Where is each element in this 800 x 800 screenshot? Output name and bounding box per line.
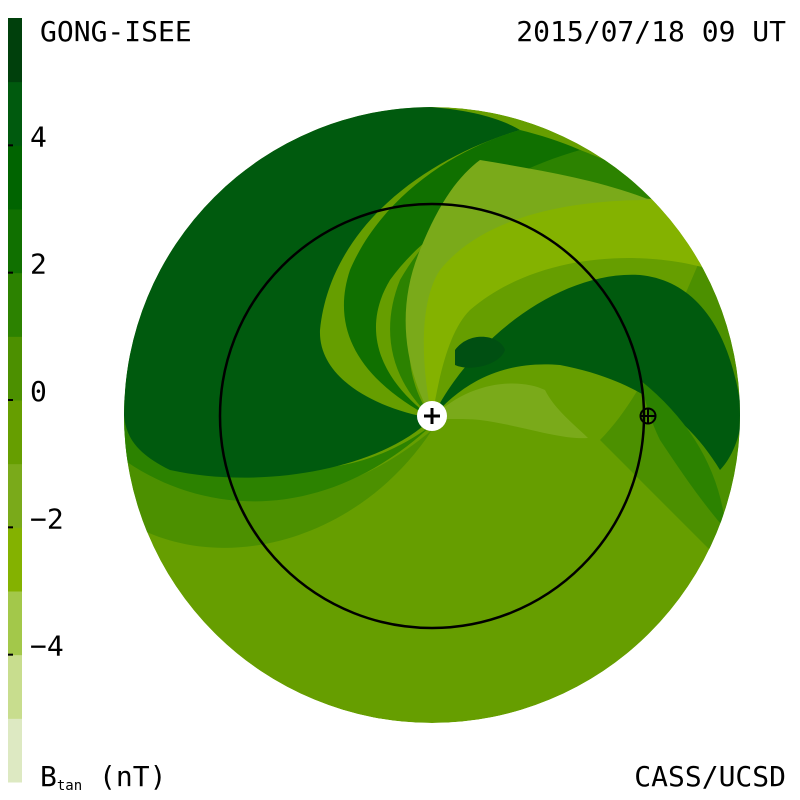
colorbar-tick-label: 2 [30,248,47,281]
colorbar-segment [8,400,22,465]
colorbar-ticks: 4 2 0 −2 −4 [8,120,64,663]
field-band-light-2 [405,160,650,418]
colorbar-tick-label: 0 [30,375,47,408]
field-band-light [419,198,712,418]
field-band-lower-left [124,420,432,548]
colorbar-segment [8,591,22,656]
field-band-mid [343,130,630,418]
colorbar-tick-label: −2 [30,502,64,535]
colorbar-segment [8,145,22,210]
colorbar-segment [8,18,22,83]
colorbar-units-label: Btan (nT) [40,760,167,794]
colorbar-segment [8,81,22,146]
colorbar [8,18,22,783]
sun-marker [417,401,447,431]
field-core [455,336,505,368]
colorbar-segment [8,463,22,528]
source-label: GONG-ISEE [40,15,192,48]
field-tongue [432,383,588,439]
field-band-right-edge [640,380,726,530]
colorbar-tick-label: 4 [30,120,47,153]
colorbar-segment [8,718,22,783]
field-band-dark-right [432,274,740,470]
field-band-lower-left-2 [124,400,432,502]
timestamp-label: 2015/07/18 09 UT [516,15,786,48]
colorbar-segment [8,527,22,592]
credit-label: CASS/UCSD [634,760,786,793]
colorbar-tick-label: −4 [30,630,64,663]
colorbar-segment [8,272,22,337]
colorbar-segment [8,336,22,401]
units-subscript: tan [56,778,83,794]
earth-marker [639,407,657,425]
units-unit: (nT) [82,760,167,793]
units-symbol: B [40,760,57,793]
colorbar-segment [8,654,22,719]
colorbar-segment [8,209,22,274]
